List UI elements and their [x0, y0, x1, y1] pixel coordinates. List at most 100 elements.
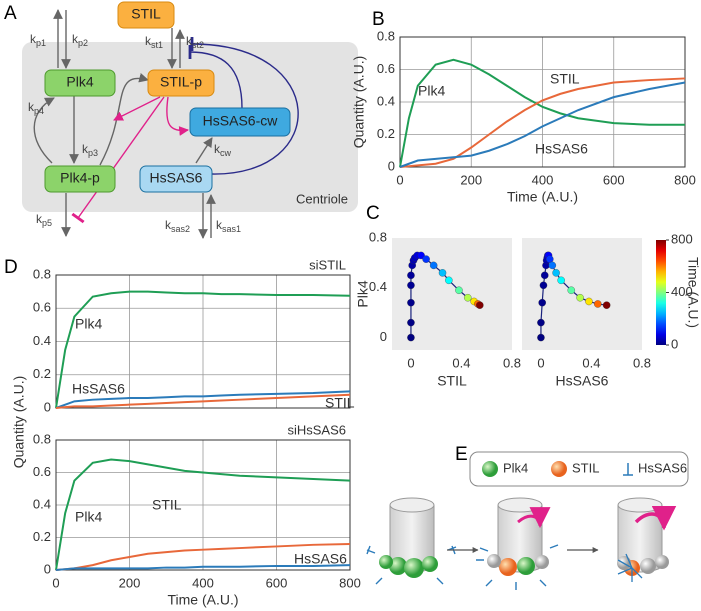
legend-label: STIL — [572, 460, 599, 475]
rate-symbol: k — [82, 142, 89, 156]
cartoons — [366, 497, 677, 590]
point — [438, 269, 447, 277]
x-tick-label: 200 — [119, 575, 141, 590]
x-tick-label: 800 — [339, 575, 361, 590]
x-tick-label: 0.4 — [452, 355, 470, 370]
point — [557, 276, 565, 285]
panel-label: D — [4, 257, 18, 278]
legend-swatch — [623, 463, 633, 476]
line-label: Plk4 — [75, 316, 102, 332]
line-label: STIL — [152, 497, 182, 513]
rate-symbol: k — [165, 218, 172, 232]
rate-label: kst1 — [145, 34, 163, 50]
line — [399, 81, 686, 168]
plot-area — [522, 238, 642, 350]
y-tick-label: 0 — [44, 561, 51, 576]
y-tick-label: 0.2 — [377, 126, 395, 141]
point — [538, 298, 546, 307]
line — [399, 77, 686, 168]
line-label: Plk4 — [75, 509, 102, 525]
line-label: HsSAS6 — [294, 551, 347, 567]
line-label: HsSAS6 — [535, 141, 588, 157]
rate-label: ksas1 — [216, 218, 241, 234]
colorbar — [656, 240, 666, 345]
point — [407, 298, 415, 307]
x-axis-label: STIL — [437, 373, 467, 389]
x-axis-label: Time (A.U.) — [167, 592, 238, 608]
rate-label: kst2 — [186, 34, 204, 50]
rate-symbol: k — [36, 212, 43, 226]
chart-title: siSTIL — [309, 257, 346, 272]
point — [464, 293, 472, 302]
line — [55, 564, 351, 571]
rate-subscript: sas2 — [171, 224, 190, 234]
rate-label: kcw — [214, 142, 232, 158]
rate-symbol: k — [28, 100, 35, 114]
rate-subscript: p1 — [36, 38, 46, 48]
x-tick-label: 0 — [52, 575, 59, 590]
rate-label: kp5 — [36, 212, 52, 228]
y-axis-label: Quantity (A.U.) — [11, 376, 27, 469]
point — [422, 255, 430, 263]
node — [44, 69, 116, 97]
line — [55, 290, 351, 409]
node-label: HsSAS6 — [150, 170, 203, 186]
legend-label: Plk4 — [503, 460, 528, 475]
node — [44, 165, 116, 193]
point — [429, 261, 438, 270]
legend-swatch — [551, 461, 567, 477]
y-tick-label: 0 — [388, 158, 395, 173]
rate-label: kp3 — [82, 142, 98, 158]
plot-frame — [55, 439, 351, 571]
legend-label: HsSAS6 — [638, 460, 687, 475]
point — [546, 255, 554, 263]
node — [189, 107, 291, 137]
point — [602, 301, 611, 309]
point — [576, 293, 584, 302]
y-tick-label: 0 — [380, 329, 387, 344]
legend-box — [469, 451, 689, 487]
point — [445, 276, 453, 285]
node — [117, 1, 175, 29]
colorbar-tick-label: 800 — [671, 231, 693, 246]
colorbar-tick-label: 0 — [671, 336, 678, 351]
point — [537, 333, 545, 342]
x-tick-label: 800 — [674, 172, 696, 187]
rate-symbol: k — [214, 142, 221, 156]
point — [552, 269, 560, 277]
rate-label: ksas2 — [165, 218, 190, 234]
x-axis-label: HsSAS6 — [556, 373, 609, 389]
x-tick-label: 400 — [532, 172, 554, 187]
point — [407, 333, 415, 342]
y-tick-label: 0.8 — [377, 28, 395, 43]
point — [548, 261, 557, 270]
panel-label: B — [372, 9, 385, 30]
y-tick-label: 0.4 — [33, 333, 51, 348]
x-axis-label: Time (A.U.) — [507, 189, 578, 205]
rate-label: kp2 — [72, 32, 88, 48]
y-tick-label: 0.6 — [33, 300, 51, 315]
line-label: STIL — [325, 395, 355, 411]
y-tick-label: 0.8 — [369, 229, 387, 244]
rate-label: kp4 — [28, 100, 44, 116]
x-tick-label: 200 — [460, 172, 482, 187]
line — [55, 390, 351, 409]
node-label: Plk4 — [66, 74, 93, 90]
node — [139, 165, 213, 193]
x-tick-label: 0.8 — [633, 355, 651, 370]
y-tick-label: 0.8 — [33, 431, 51, 446]
chart-title: siHsSAS6 — [287, 422, 346, 437]
node-label: STIL-p — [160, 74, 202, 90]
line-label: HsSAS6 — [72, 381, 125, 397]
point — [407, 271, 415, 280]
rate-subscript: p2 — [78, 38, 88, 48]
y-tick-label: 0.6 — [33, 464, 51, 479]
rate-symbol: k — [30, 32, 37, 46]
rate-subscript: st1 — [151, 40, 163, 50]
panel-label: C — [366, 203, 380, 224]
panel-label: E — [455, 444, 468, 465]
y-tick-label: 0.6 — [377, 61, 395, 76]
panel-label: A — [4, 3, 17, 24]
panel-e: Plk4 STIL HsSAS6 — [366, 451, 689, 590]
